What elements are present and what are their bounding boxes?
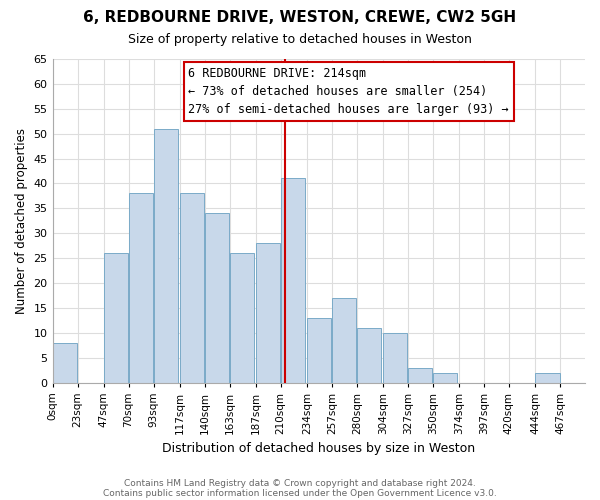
Bar	[332, 298, 356, 382]
Bar	[104, 253, 128, 382]
Bar	[53, 342, 77, 382]
Bar	[154, 128, 178, 382]
Y-axis label: Number of detached properties: Number of detached properties	[15, 128, 28, 314]
Text: Contains public sector information licensed under the Open Government Licence v3: Contains public sector information licen…	[103, 488, 497, 498]
Text: 6 REDBOURNE DRIVE: 214sqm
← 73% of detached houses are smaller (254)
27% of semi: 6 REDBOURNE DRIVE: 214sqm ← 73% of detac…	[188, 67, 509, 116]
Bar	[129, 194, 153, 382]
Bar	[205, 214, 229, 382]
Bar	[535, 372, 560, 382]
Bar	[230, 253, 254, 382]
X-axis label: Distribution of detached houses by size in Weston: Distribution of detached houses by size …	[162, 442, 475, 455]
Bar	[307, 318, 331, 382]
Text: Contains HM Land Registry data © Crown copyright and database right 2024.: Contains HM Land Registry data © Crown c…	[124, 478, 476, 488]
Text: 6, REDBOURNE DRIVE, WESTON, CREWE, CW2 5GH: 6, REDBOURNE DRIVE, WESTON, CREWE, CW2 5…	[83, 10, 517, 25]
Bar	[383, 332, 407, 382]
Bar	[180, 194, 204, 382]
Bar	[256, 243, 280, 382]
Text: Size of property relative to detached houses in Weston: Size of property relative to detached ho…	[128, 32, 472, 46]
Bar	[409, 368, 433, 382]
Bar	[281, 178, 305, 382]
Bar	[433, 372, 457, 382]
Bar	[357, 328, 382, 382]
